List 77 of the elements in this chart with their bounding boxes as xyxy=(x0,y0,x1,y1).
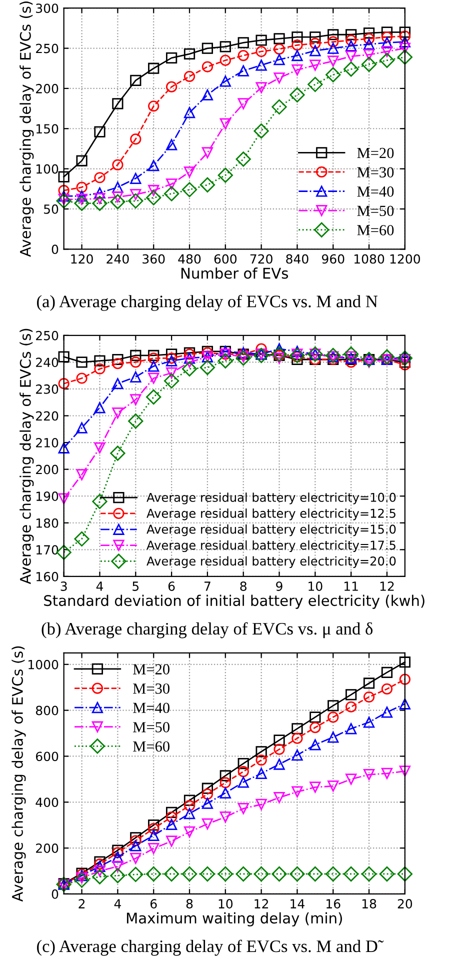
y-tick-label: 160 xyxy=(36,572,58,582)
y-tick-label: 210 xyxy=(36,438,58,448)
x-tick-label: 3 xyxy=(60,582,67,591)
y-tick-label: 200 xyxy=(36,464,58,474)
y-tick-label: 230 xyxy=(36,384,58,394)
legend-label: M=20 xyxy=(133,664,170,674)
x-tick-label: 600 xyxy=(214,254,237,264)
x-axis-title: Number of EVs xyxy=(181,267,288,279)
y-tick-label: 250 xyxy=(36,330,58,340)
y-axis-title: Average charging delay of EVCs (s) xyxy=(20,2,34,257)
x-tick-label: 8 xyxy=(186,899,193,908)
y-tick-label: 240 xyxy=(36,358,58,368)
x-tick-label: 12 xyxy=(380,582,394,591)
legend-label: M=40 xyxy=(357,186,394,197)
x-tick-label: 720 xyxy=(250,254,272,264)
x-axis-title: Maximum waiting delay (min) xyxy=(126,912,342,926)
legend-label: M=60 xyxy=(133,741,170,752)
y-tick-label: 190 xyxy=(36,492,58,502)
x-tick-label: 9 xyxy=(276,582,282,591)
x-tick-label: 960 xyxy=(322,254,344,264)
y-tick-label: 400 xyxy=(36,798,58,808)
legend-label: M=30 xyxy=(133,683,170,694)
legend-label: Average residual battery electricity=15.0 xyxy=(146,524,396,536)
x-tick-label: 11 xyxy=(344,582,358,591)
legend-label: M=50 xyxy=(357,206,394,216)
x-tick-label: 14 xyxy=(290,899,304,908)
y-tick-label: 100 xyxy=(36,164,58,174)
text: (c) Average charging delay of EVCs vs. M and D̃ xyxy=(37,940,384,956)
x-tick-label: 5 xyxy=(132,582,139,591)
y-tick-label: 50 xyxy=(44,204,58,214)
x-tick-label: 1080 xyxy=(354,254,384,264)
y-tick-label: 220 xyxy=(36,411,58,421)
x-tick-label: 360 xyxy=(142,254,165,264)
legend-label: M=60 xyxy=(357,225,394,236)
legend-label: M=50 xyxy=(133,722,170,732)
y-tick-label: 170 xyxy=(36,545,58,555)
y-tick-label: 1000 xyxy=(28,660,58,670)
legend-label: Average residual battery electricity=20.0 xyxy=(146,556,396,568)
legend-label: M=20 xyxy=(357,148,394,158)
x-tick-label: 840 xyxy=(286,254,308,264)
y-tick-label: 300 xyxy=(36,4,58,14)
x-tick-label: 120 xyxy=(71,254,93,264)
x-tick-label: 10 xyxy=(308,582,322,591)
x-tick-label: 18 xyxy=(362,899,376,908)
legend-label: Average residual battery electricity=12.5 xyxy=(146,508,396,520)
x-tick-label: 6 xyxy=(150,899,157,908)
text: (b) Average charging delay of EVCs vs. μ and δ xyxy=(42,622,373,638)
x-tick-label: 6 xyxy=(168,582,175,591)
legend-label: Average residual battery electricity=10.0 xyxy=(146,492,396,504)
legend-label: M=30 xyxy=(357,167,394,178)
x-tick-label: 12 xyxy=(254,899,268,908)
y-tick-label: 200 xyxy=(36,84,58,94)
y-axis-title: Average charging delay of EVCs (s) xyxy=(20,328,34,584)
legend-label: Average residual battery electricity=17.5 xyxy=(146,540,396,552)
y-tick-label: 0 xyxy=(52,244,58,254)
y-tick-label: 0 xyxy=(52,889,58,899)
x-tick-label: 4 xyxy=(114,899,121,908)
x-tick-label: 4 xyxy=(96,582,104,591)
x-tick-label: 240 xyxy=(106,254,129,264)
legend-label: M=40 xyxy=(133,702,170,714)
x-tick-label: 8 xyxy=(240,582,246,591)
x-tick-label: 7 xyxy=(204,582,210,591)
text: (a) Average charging delay of EVCs vs. M and N xyxy=(37,294,378,311)
x-tick-label: 16 xyxy=(326,899,340,908)
x-tick-label: 1200 xyxy=(390,254,420,264)
x-tick-label: 20 xyxy=(398,899,412,908)
x-tick-label: 2 xyxy=(78,899,85,908)
y-tick-label: 180 xyxy=(36,518,58,528)
x-tick-label: 480 xyxy=(178,254,201,264)
y-tick-label: 150 xyxy=(36,124,58,134)
y-tick-label: 600 xyxy=(36,752,58,762)
x-axis-title: Standard deviation of initial battery electricity (kwh) xyxy=(44,594,424,609)
y-tick-label: 800 xyxy=(36,706,58,716)
y-tick-label: 250 xyxy=(36,44,58,54)
x-tick-label: 10 xyxy=(218,899,233,908)
y-axis-title: Average charging delay of EVCs (s) xyxy=(12,646,26,902)
y-tick-label: 200 xyxy=(36,844,58,853)
